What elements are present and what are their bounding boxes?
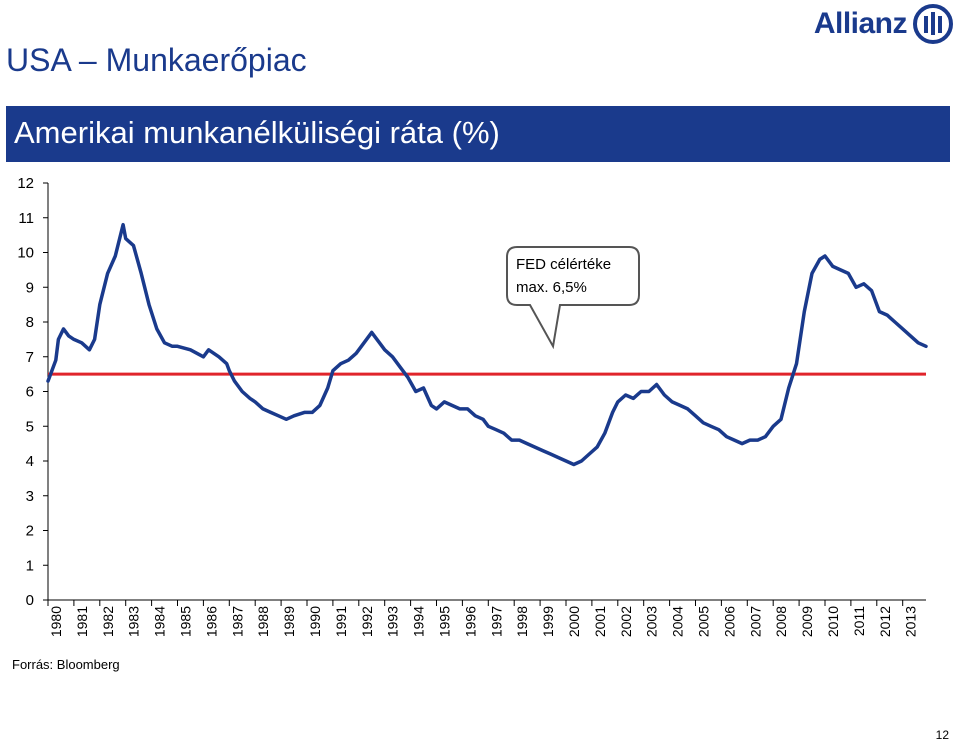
- x-tick-label: 2012: [877, 606, 893, 637]
- x-tick-label: 1997: [488, 606, 504, 637]
- y-tick-label: 9: [26, 279, 34, 296]
- x-tick-label: 1990: [307, 606, 323, 637]
- x-axis: 1980 1981 1982 1983 1984 1985 1986 1987 1988 1989…: [47, 599, 926, 637]
- y-tick-label: 12: [17, 175, 34, 192]
- y-tick-label: 10: [17, 245, 34, 262]
- x-tick-label: 1980: [48, 606, 64, 637]
- page-number: 12: [935, 728, 949, 742]
- x-tick-label: 1989: [281, 606, 297, 637]
- chart-title: Amerikai munkanélküliségi ráta (%): [14, 115, 500, 150]
- x-tick-label: 1998: [514, 606, 530, 637]
- x-tick-label: 2001: [592, 606, 608, 637]
- x-tick-label: 2013: [903, 606, 919, 637]
- callout-line-1: FED célértéke: [516, 256, 611, 273]
- x-tick-label: 1995: [436, 606, 452, 637]
- allianz-eagle-icon: [913, 4, 953, 44]
- x-tick-label: 1985: [177, 606, 193, 637]
- x-tick-label: 2002: [618, 606, 634, 637]
- y-tick-label: 6: [26, 384, 34, 401]
- x-tick-label: 1986: [203, 606, 219, 637]
- x-tick-label: 2008: [773, 606, 789, 637]
- y-tick-label: 7: [26, 349, 34, 366]
- x-tick-label: 2009: [799, 606, 815, 637]
- y-tick-label: 1: [26, 557, 34, 574]
- x-tick-label: 2003: [644, 606, 660, 637]
- x-tick-label: 1983: [126, 606, 142, 637]
- x-tick-label: 2011: [851, 606, 867, 636]
- y-tick-label: 5: [26, 418, 34, 435]
- logo-text: Allianz: [813, 7, 908, 40]
- series-layer: [46, 222, 928, 467]
- y-tick-label: 8: [26, 314, 34, 331]
- x-tick-label: 1981: [74, 606, 90, 637]
- x-tick-label: 2006: [721, 606, 737, 637]
- y-tick-label: 2: [26, 523, 34, 540]
- x-tick-label: 2004: [670, 606, 686, 637]
- callout-bubble: [506, 246, 640, 350]
- x-tick-label: 1984: [152, 606, 168, 637]
- x-tick-label: 1992: [359, 606, 375, 637]
- x-tick-label: 2007: [747, 606, 763, 637]
- fed-target-callout: FED célértéke max. 6,5%: [506, 246, 640, 350]
- x-tick-label: 1987: [229, 606, 245, 637]
- callout-line-2: max. 6,5%: [516, 279, 587, 296]
- x-tick-label: 2010: [825, 606, 841, 637]
- chart-title-banner: Amerikai munkanélküliségi ráta (%): [6, 106, 950, 162]
- x-tick-label: 1982: [100, 606, 116, 637]
- y-tick-label: 0: [26, 592, 34, 609]
- source-note: Forrás: Bloomberg: [12, 657, 120, 672]
- y-tick-label: 3: [26, 488, 34, 505]
- allianz-logo: Allianz: [814, 4, 953, 44]
- x-tick-label: 2000: [566, 606, 582, 637]
- y-tick-label: 4: [26, 453, 34, 470]
- x-tick-label: 1996: [462, 606, 478, 637]
- page-title: USA – Munkaerőpiac: [6, 42, 307, 78]
- x-tick-label: 1988: [255, 606, 271, 637]
- x-tick-label: 1993: [385, 606, 401, 637]
- x-tick-label: 1999: [540, 606, 556, 637]
- y-tick-label: 11: [18, 210, 34, 227]
- unemployment-rate-line: [46, 222, 928, 467]
- x-tick-label: 2005: [695, 606, 711, 637]
- x-tick-label: 1994: [411, 606, 427, 637]
- x-tick-label: 1991: [333, 606, 349, 637]
